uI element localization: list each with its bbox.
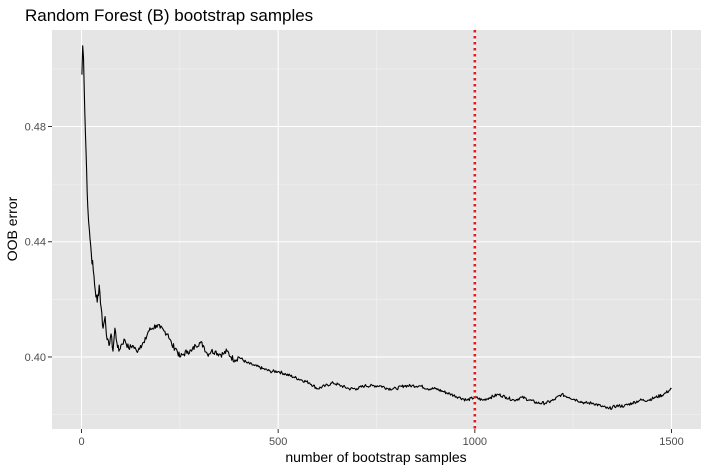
x-tick-label: 500 [269, 436, 287, 448]
x-tick-label: 1000 [463, 436, 487, 448]
x-axis-title: number of bootstrap samples [285, 449, 466, 465]
y-tick-label: 0.44 [25, 237, 46, 249]
y-tick-label: 0.48 [25, 122, 46, 134]
y-axis-title: OOB error [4, 196, 20, 261]
oob-error-line [81, 45, 672, 411]
x-tick-label: 0 [78, 436, 84, 448]
chart-title: Random Forest (B) bootstrap samples [25, 6, 313, 25]
y-tick-label: 0.40 [25, 352, 46, 364]
x-tick-label: 1500 [659, 436, 683, 448]
axes-layer: 0 500 1000 1500 0.40 0.44 0.48 [25, 122, 684, 448]
